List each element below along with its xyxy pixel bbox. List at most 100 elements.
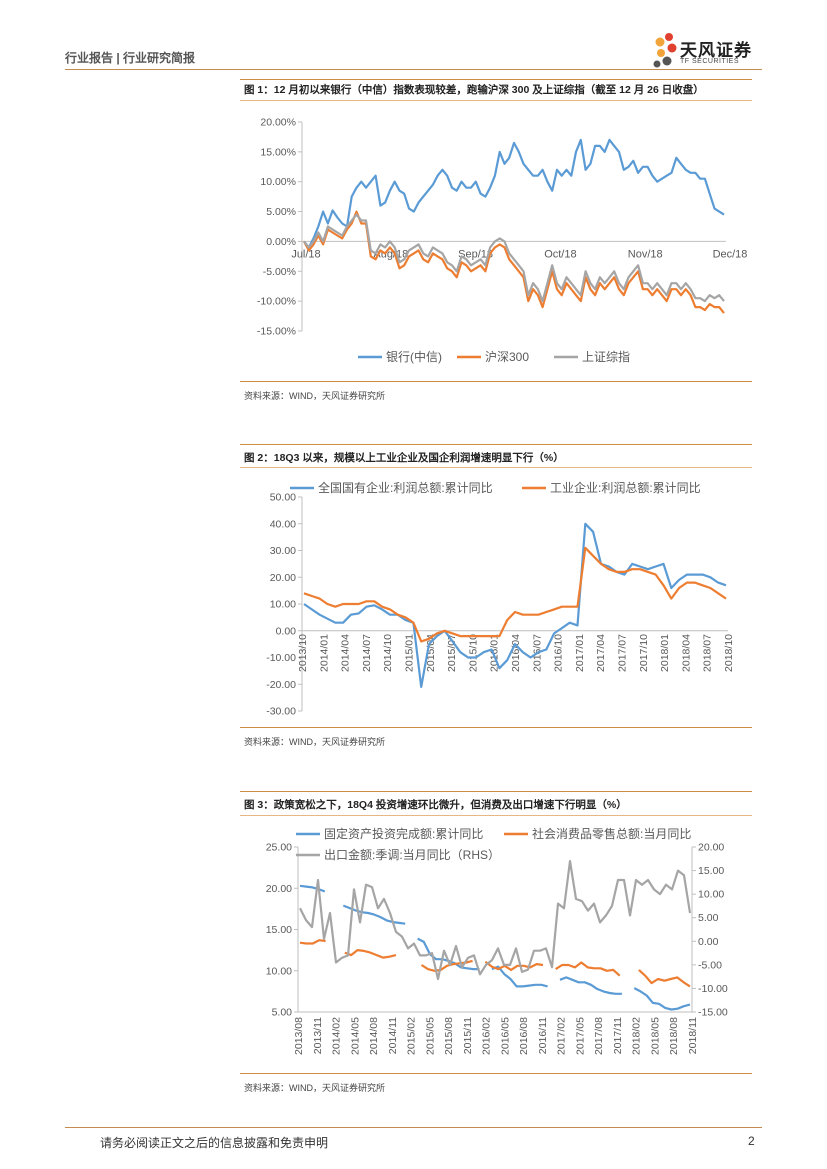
x-tick-label: 2018/05 xyxy=(649,1017,661,1055)
figure-1-title-rule xyxy=(240,100,752,101)
y-tick-label: -5.00% xyxy=(263,266,296,278)
y-tick-label: 15.00 xyxy=(266,924,292,936)
figure-2-bottom-rule xyxy=(240,727,752,728)
y2-tick-label: 5.00 xyxy=(698,912,719,924)
y-tick-label: 25.00 xyxy=(266,842,292,854)
y-tick-label: 0.00% xyxy=(266,236,296,248)
x-tick-label: 2013/10 xyxy=(297,634,309,672)
figure-1-top-rule xyxy=(240,79,752,80)
x-tick-label: 2018/01 xyxy=(659,634,671,672)
figure-3-top-rule xyxy=(240,791,752,792)
x-tick-label: 2014/08 xyxy=(368,1017,380,1055)
series-line-3 xyxy=(299,860,692,981)
x-tick-label: 2018/11 xyxy=(687,1017,699,1054)
x-tick-label: 2015/11 xyxy=(462,1017,474,1054)
series-line-1 xyxy=(303,138,725,249)
x-tick-label: 2014/10 xyxy=(382,634,394,672)
legend-label-2: 工业企业:利润总额:累计同比 xyxy=(550,480,701,495)
y-tick-label: -30.00 xyxy=(266,706,296,718)
y-tick-label: -10.00% xyxy=(257,296,296,308)
y2-tick-label: -15.00 xyxy=(698,1007,728,1019)
figure-2-chart: 50.00 40.00 30.00 20.00 10.00 0.00 -10.00 -20.0… xyxy=(266,480,735,718)
figure-3-title-rule xyxy=(240,815,752,816)
legend-label-1: 全国国有企业:利润总额:累计同比 xyxy=(318,480,493,495)
y2-tick-label: 15.00 xyxy=(698,865,724,877)
x-tick-label: 2017/11 xyxy=(612,1017,624,1054)
x-tick-label: 2018/08 xyxy=(668,1017,680,1055)
x-tick-label: 2016/04 xyxy=(510,634,522,672)
y-tick-label: 50.00 xyxy=(270,492,296,504)
x-tick-label: 2017/01 xyxy=(574,634,586,672)
series-line-2 xyxy=(303,210,725,314)
page-number: 2 xyxy=(748,1134,755,1148)
x-tick-label: 2014/11 xyxy=(387,1017,399,1054)
x-tick-label: 2016/08 xyxy=(518,1017,530,1055)
y2-tick-label: 0.00 xyxy=(698,936,719,948)
tf-logo-icon xyxy=(653,33,677,68)
y-tick-label: 0.00 xyxy=(276,625,297,637)
x-tick-label: Oct/18 xyxy=(544,248,576,260)
footer-disclaimer: 请务必阅读正文之后的信息披露和免责申明 xyxy=(100,1136,329,1150)
y2-tick-label: -5.00 xyxy=(698,959,722,971)
x-tick-label: 2017/04 xyxy=(595,634,607,672)
series-line-2 xyxy=(303,546,727,643)
figure-1-source: 资料来源：WIND，天风证券研究所 xyxy=(244,391,385,401)
x-tick-label: 2016/10 xyxy=(553,634,565,672)
figure-2-title: 图 2：18Q3 以来，规模以上工业企业及国企利润增速明显下行（%） xyxy=(244,452,564,464)
series-line-2 xyxy=(299,939,691,988)
x-tick-label: 2016/11 xyxy=(537,1017,549,1054)
x-tick-label: 2017/08 xyxy=(593,1017,605,1055)
figure-3-source: 资料来源：WIND，天风证券研究所 xyxy=(244,1083,385,1093)
y-tick-label: 30.00 xyxy=(270,545,296,557)
x-tick-label: 2017/02 xyxy=(556,1017,568,1055)
figure-3-bottom-rule xyxy=(240,1073,752,1074)
x-tick-label: 2016/02 xyxy=(481,1017,493,1055)
y-tick-label: 15.00% xyxy=(260,146,296,158)
x-tick-label: 2018/02 xyxy=(631,1017,643,1055)
legend-label-3: 出口金额:季调:当月同比（RHS） xyxy=(324,847,500,862)
x-tick-label: Jul/18 xyxy=(291,248,320,260)
x-tick-label: 2015/04 xyxy=(425,634,437,672)
legend-label-1: 银行(中信) xyxy=(386,349,442,364)
x-tick-label: 2013/08 xyxy=(293,1017,305,1055)
legend-label-1: 固定资产投资完成额:累计同比 xyxy=(324,826,483,841)
x-tick-label: 2017/05 xyxy=(574,1017,586,1055)
x-tick-label: 2014/02 xyxy=(331,1017,343,1055)
header-text: 行业报告 | 行业研究简报 xyxy=(65,51,196,65)
y2-tick-label: 20.00 xyxy=(698,842,724,854)
logo-english: TF SECURITIES xyxy=(680,58,740,65)
figure-1-chart: 20.00% 15.00% 10.00% 5.00% 0.00% -5.00% -10.00… xyxy=(257,117,748,365)
x-tick-label: Dec/18 xyxy=(713,248,748,260)
figure-2-source: 资料来源：WIND，天风证券研究所 xyxy=(244,737,385,747)
y-tick-label: 10.00 xyxy=(270,599,296,611)
legend-label-2: 沪深300 xyxy=(485,350,529,364)
series-line-1 xyxy=(303,522,727,688)
series-line-3 xyxy=(303,213,725,303)
header-divider xyxy=(65,69,762,70)
x-tick-label: 2014/05 xyxy=(349,1017,361,1055)
y-tick-label: -10.00 xyxy=(266,652,296,664)
x-tick-label: 2013/11 xyxy=(312,1017,324,1054)
y-tick-label: 10.00 xyxy=(266,965,292,977)
x-tick-label: 2015/02 xyxy=(406,1017,418,1055)
x-tick-label: 2017/10 xyxy=(638,634,650,672)
footer-divider xyxy=(65,1127,762,1128)
y-tick-label: 5.00 xyxy=(272,1007,293,1019)
legend-label-2: 社会消费品零售总额:当月同比 xyxy=(532,826,691,841)
figure-1-bottom-rule xyxy=(240,381,752,382)
x-tick-label: 2014/07 xyxy=(361,634,373,672)
y-tick-label: 5.00% xyxy=(266,206,296,218)
x-tick-label: Nov/18 xyxy=(628,248,663,260)
legend-label-3: 上证综指 xyxy=(582,349,630,364)
y2-tick-label: -10.00 xyxy=(698,983,728,995)
y-tick-label: 20.00 xyxy=(270,572,296,584)
y2-tick-label: 10.00 xyxy=(698,889,724,901)
logo-chinese: 天风证券 xyxy=(680,41,752,60)
figure-2-top-rule xyxy=(240,444,752,445)
y-tick-label: 20.00 xyxy=(266,883,292,895)
x-tick-label: 2015/05 xyxy=(424,1017,436,1055)
y-tick-label: 10.00% xyxy=(260,176,296,188)
x-tick-label: 2017/07 xyxy=(617,634,629,672)
figure-3-chart: 25.00 20.00 15.00 10.00 5.00 20.00 15.00 10.00 5… xyxy=(266,826,728,1055)
x-tick-label: 2015/08 xyxy=(443,1017,455,1055)
